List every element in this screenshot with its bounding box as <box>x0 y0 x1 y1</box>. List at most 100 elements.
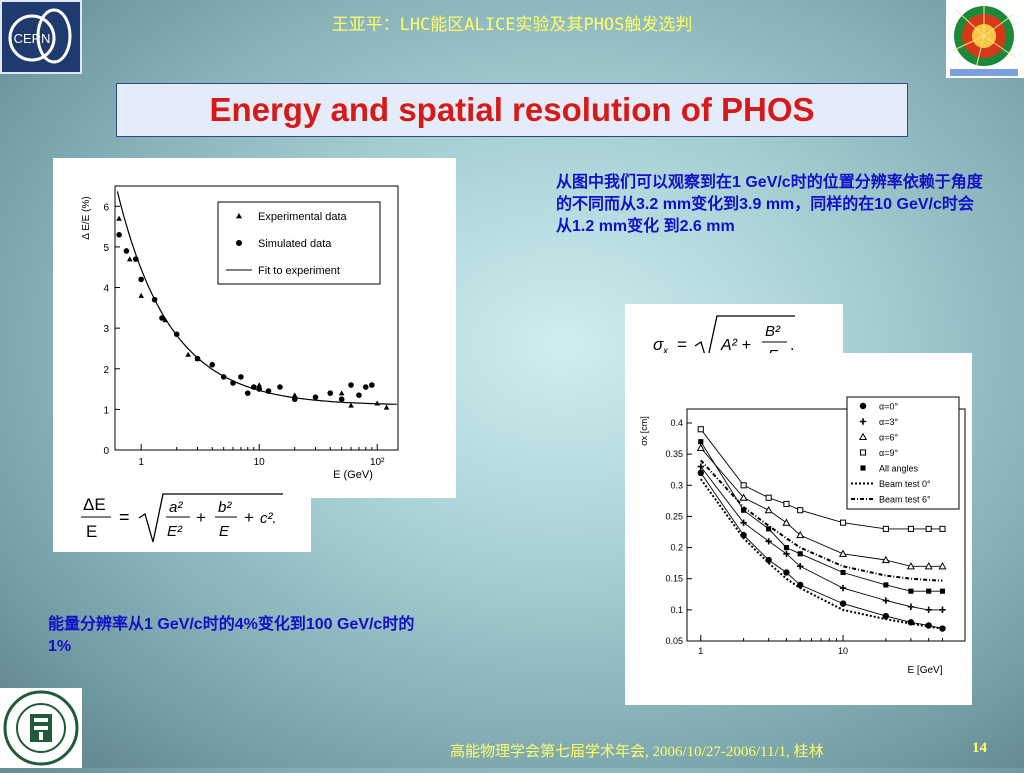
chart2-beam-test-curve <box>699 478 943 630</box>
chart2-point-square <box>840 569 846 576</box>
chart2-point-square <box>883 582 889 588</box>
chart1-point-dot <box>362 384 369 390</box>
chart2-series-line <box>700 466 943 611</box>
footer-text: 高能物理学会第七届学术年会, 2006/10/27-2006/11/1, 桂林 <box>450 744 824 760</box>
chart2-point-cross <box>925 606 932 614</box>
chart2-point-cross <box>907 603 915 610</box>
chart1-point-dot <box>116 231 122 238</box>
chart1-xtick-label: 10² <box>370 457 385 468</box>
chart1-point-triangle <box>116 215 122 221</box>
chart2-ytick-label: 0.2 <box>670 543 683 553</box>
chart2-legend-marker <box>860 465 866 471</box>
chart1-ytick-label: 2 <box>103 365 109 376</box>
chart2-point-dot <box>882 612 890 620</box>
chart1-x-axis-label: E (GeV) <box>333 469 373 481</box>
chart2-point-cross <box>740 519 747 526</box>
chart2-point-square-open <box>925 525 932 532</box>
chart1-ytick-label: 6 <box>103 202 109 213</box>
chart1-legend-label: Fit to experiment <box>258 265 340 277</box>
chart1-point-dot <box>194 355 201 362</box>
cern-logo-text: CERN <box>14 31 51 46</box>
chart1-y-axis-label: Δ E/E (%) <box>81 196 92 239</box>
cern-logo-graphic: CERN <box>8 8 72 64</box>
energy-formula-numerator: ΔE <box>83 495 106 514</box>
chart2-point-triangle-open <box>796 530 805 539</box>
chart2-point-dot <box>740 531 747 539</box>
chart2-point-triangle-open <box>924 562 933 570</box>
svg-text:E²: E² <box>167 523 183 540</box>
chart1-point-triangle <box>126 256 133 262</box>
chart2-legend-label: α=9° <box>879 448 898 458</box>
chart2-ytick-label: 0.15 <box>665 574 683 584</box>
chart1-point-dot <box>230 380 236 386</box>
svg-text:b²: b² <box>218 499 232 516</box>
chart2-point-square-open <box>907 525 914 532</box>
chart1-point-dot <box>238 374 244 380</box>
chart1-frame <box>114 185 399 451</box>
chart2-point-cross <box>939 606 946 614</box>
chart2-point-square <box>741 507 747 513</box>
chart1-point-dot <box>291 396 298 403</box>
hust-logo <box>0 688 82 768</box>
chart2-ytick-label: 0.3 <box>670 480 683 490</box>
chart1-point-triangle <box>256 382 263 388</box>
chart2-point-square-open <box>740 482 747 489</box>
chart1-point-triangle <box>185 351 191 357</box>
chart2-xtick-label: 10 <box>838 646 848 656</box>
chart1-point-dot <box>159 315 165 321</box>
chart1-ytick-label: 5 <box>103 243 109 254</box>
chart1-point-dot <box>277 384 283 390</box>
chart1-point-dot <box>369 382 375 388</box>
chart2-beam-test-curve <box>700 459 943 582</box>
chart1-legend-marker <box>236 213 242 219</box>
chart1-point-dot <box>220 374 227 380</box>
svg-text:B²: B² <box>765 323 781 340</box>
chart2-point-cross <box>882 597 890 604</box>
chart1-point-triangle <box>138 292 144 298</box>
chart2-point-dot <box>697 469 704 477</box>
chart2-frame <box>686 408 966 642</box>
chart1-point-dot <box>312 394 319 400</box>
chart1-point-dot <box>123 248 130 254</box>
chart1-point-dot <box>250 384 257 390</box>
chart2-legend-marker <box>859 402 867 410</box>
chart1-point-dot <box>173 331 180 338</box>
chart2-point-square-open <box>882 525 889 532</box>
svg-text:E: E <box>219 523 230 540</box>
chart2-point-triangle-open <box>696 443 705 451</box>
slide-title: Energy and spatial resolution of PHOS <box>116 83 908 137</box>
chart1-point-dot <box>356 392 362 398</box>
chart1-point-dot <box>338 396 345 403</box>
chart2-series-line <box>700 472 943 629</box>
position-resolution-chart-panel: 0.05 0.1 0.15 0.2 0.25 0.3 0.35 0.4 1 10 E [GeV] σx… <box>625 353 972 705</box>
chart1-xtick-label: 1 <box>138 457 144 468</box>
svg-text:c².: c². <box>260 510 277 527</box>
svg-text:+: + <box>244 508 254 527</box>
chart1-point-triangle <box>338 390 345 396</box>
svg-text:=: = <box>119 507 130 527</box>
chart1-ytick-label: 0 <box>103 446 109 457</box>
chart2-point-dot <box>765 556 772 564</box>
alice-logo <box>946 0 1024 78</box>
chart2-ytick-label: 0.05 <box>665 636 683 646</box>
page-number: 14 <box>972 740 987 756</box>
position-resolution-description: 从图中我们可以观察到在1 GeV/c时的位置分辨率依赖于角度的不同而从3.2 m… <box>556 174 983 235</box>
chart1-legend-marker <box>236 240 242 246</box>
chart2-point-square <box>926 588 932 594</box>
chart1-point-dot <box>256 386 263 392</box>
chart2-ytick-label: 0.35 <box>665 449 683 459</box>
chart2-point-triangle-open <box>906 562 915 570</box>
chart2-ytick-label: 0.4 <box>670 418 683 428</box>
chart1-point-triangle <box>162 317 169 323</box>
chart1-ytick-label: 3 <box>103 324 109 335</box>
chart2-legend-label: α=3° <box>879 417 898 427</box>
svg-text:E: E <box>86 522 97 541</box>
chart1-point-triangle <box>374 400 381 406</box>
chart2-point-square-open <box>939 525 946 532</box>
cern-logo: CERN <box>0 0 82 74</box>
chart2-series-line <box>700 441 943 592</box>
chart1-point-dot <box>151 296 158 303</box>
chart1-point-dot <box>327 390 334 396</box>
chart2-legend-label: α=0° <box>879 402 898 412</box>
